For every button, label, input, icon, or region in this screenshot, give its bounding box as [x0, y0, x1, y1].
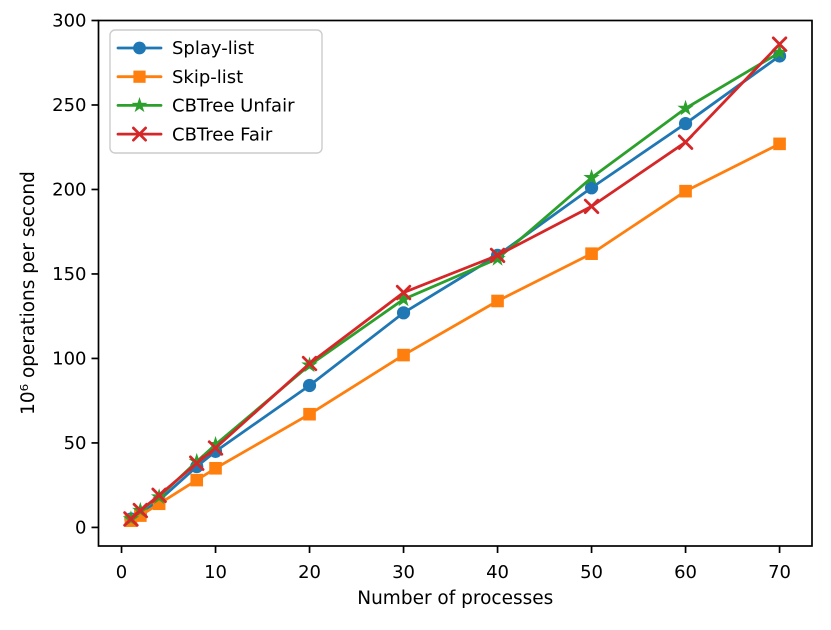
marker-square — [585, 247, 598, 260]
legend-item-cbtree-unfair: CBTree Unfair — [116, 96, 295, 117]
x-tick-label: 10 — [204, 562, 227, 583]
series-cbtree-fair — [123, 36, 788, 527]
marker-square — [190, 473, 204, 487]
legend-box — [109, 29, 323, 154]
y-tick-label: 50 — [64, 433, 87, 454]
marker-circle — [302, 378, 317, 393]
marker-star — [771, 44, 788, 60]
marker-square — [679, 184, 692, 198]
x-axis-label: Number of processes — [357, 588, 553, 609]
marker-star — [395, 290, 412, 307]
marker-x — [151, 487, 167, 504]
y-axis-label: 10⁶ operations per second — [18, 171, 39, 415]
marker-star — [188, 452, 205, 469]
x-axis: 0 10 20 30 40 50 60 70 — [116, 546, 791, 583]
marker-circle — [678, 116, 693, 131]
marker-square — [133, 70, 146, 83]
x-tick-label: 20 — [298, 562, 321, 583]
marker-star — [583, 169, 600, 185]
marker-x — [583, 198, 600, 215]
legend-label: CBTree Fair — [172, 124, 273, 145]
legend-item-splay-list: Splay-list — [116, 38, 254, 59]
marker-star — [131, 97, 148, 113]
marker-x — [132, 502, 149, 519]
x-tick-label: 30 — [392, 562, 415, 583]
x-tick-label: 60 — [674, 562, 697, 583]
marker-star — [207, 436, 224, 452]
marker-x — [207, 440, 224, 456]
x-tick-label: 40 — [486, 562, 509, 583]
y-tick-label: 250 — [52, 95, 86, 116]
y-tick-label: 200 — [52, 180, 86, 201]
marker-circle — [133, 41, 146, 55]
x-tick-label: 50 — [580, 562, 603, 583]
marker-x — [771, 36, 788, 52]
y-tick-label: 0 — [75, 518, 86, 539]
marker-x — [677, 134, 694, 150]
marker-x — [301, 355, 318, 372]
marker-square — [397, 348, 410, 362]
marker-circle — [584, 181, 599, 195]
y-tick-label: 300 — [52, 11, 86, 32]
marker-x — [132, 126, 147, 142]
marker-square — [491, 294, 504, 308]
marker-circle — [396, 306, 411, 320]
marker-square — [303, 407, 316, 421]
y-axis: 0 50 100 150 200 250 300 — [52, 11, 99, 539]
legend-label: Splay-list — [172, 38, 254, 59]
legend-label: CBTree Unfair — [172, 96, 295, 117]
marker-x — [489, 247, 506, 264]
marker-square — [773, 137, 786, 151]
y-tick-label: 100 — [52, 349, 86, 370]
y-tick-label: 150 — [52, 264, 86, 285]
marker-square — [209, 461, 222, 475]
marker-x — [395, 284, 412, 301]
marker-star — [489, 250, 506, 266]
legend-label: Skip-list — [172, 67, 243, 88]
legend-item-cbtree-fair: CBTree Fair — [116, 124, 273, 145]
marker-x — [189, 455, 205, 471]
legend: Splay-list Skip-list CBTree Unfair CBTree F… — [109, 29, 323, 154]
legend-item-skip-list: Skip-list — [116, 67, 243, 88]
x-tick-label: 70 — [768, 562, 791, 583]
marker-star — [677, 99, 694, 116]
x-tick-label: 0 — [116, 562, 127, 583]
